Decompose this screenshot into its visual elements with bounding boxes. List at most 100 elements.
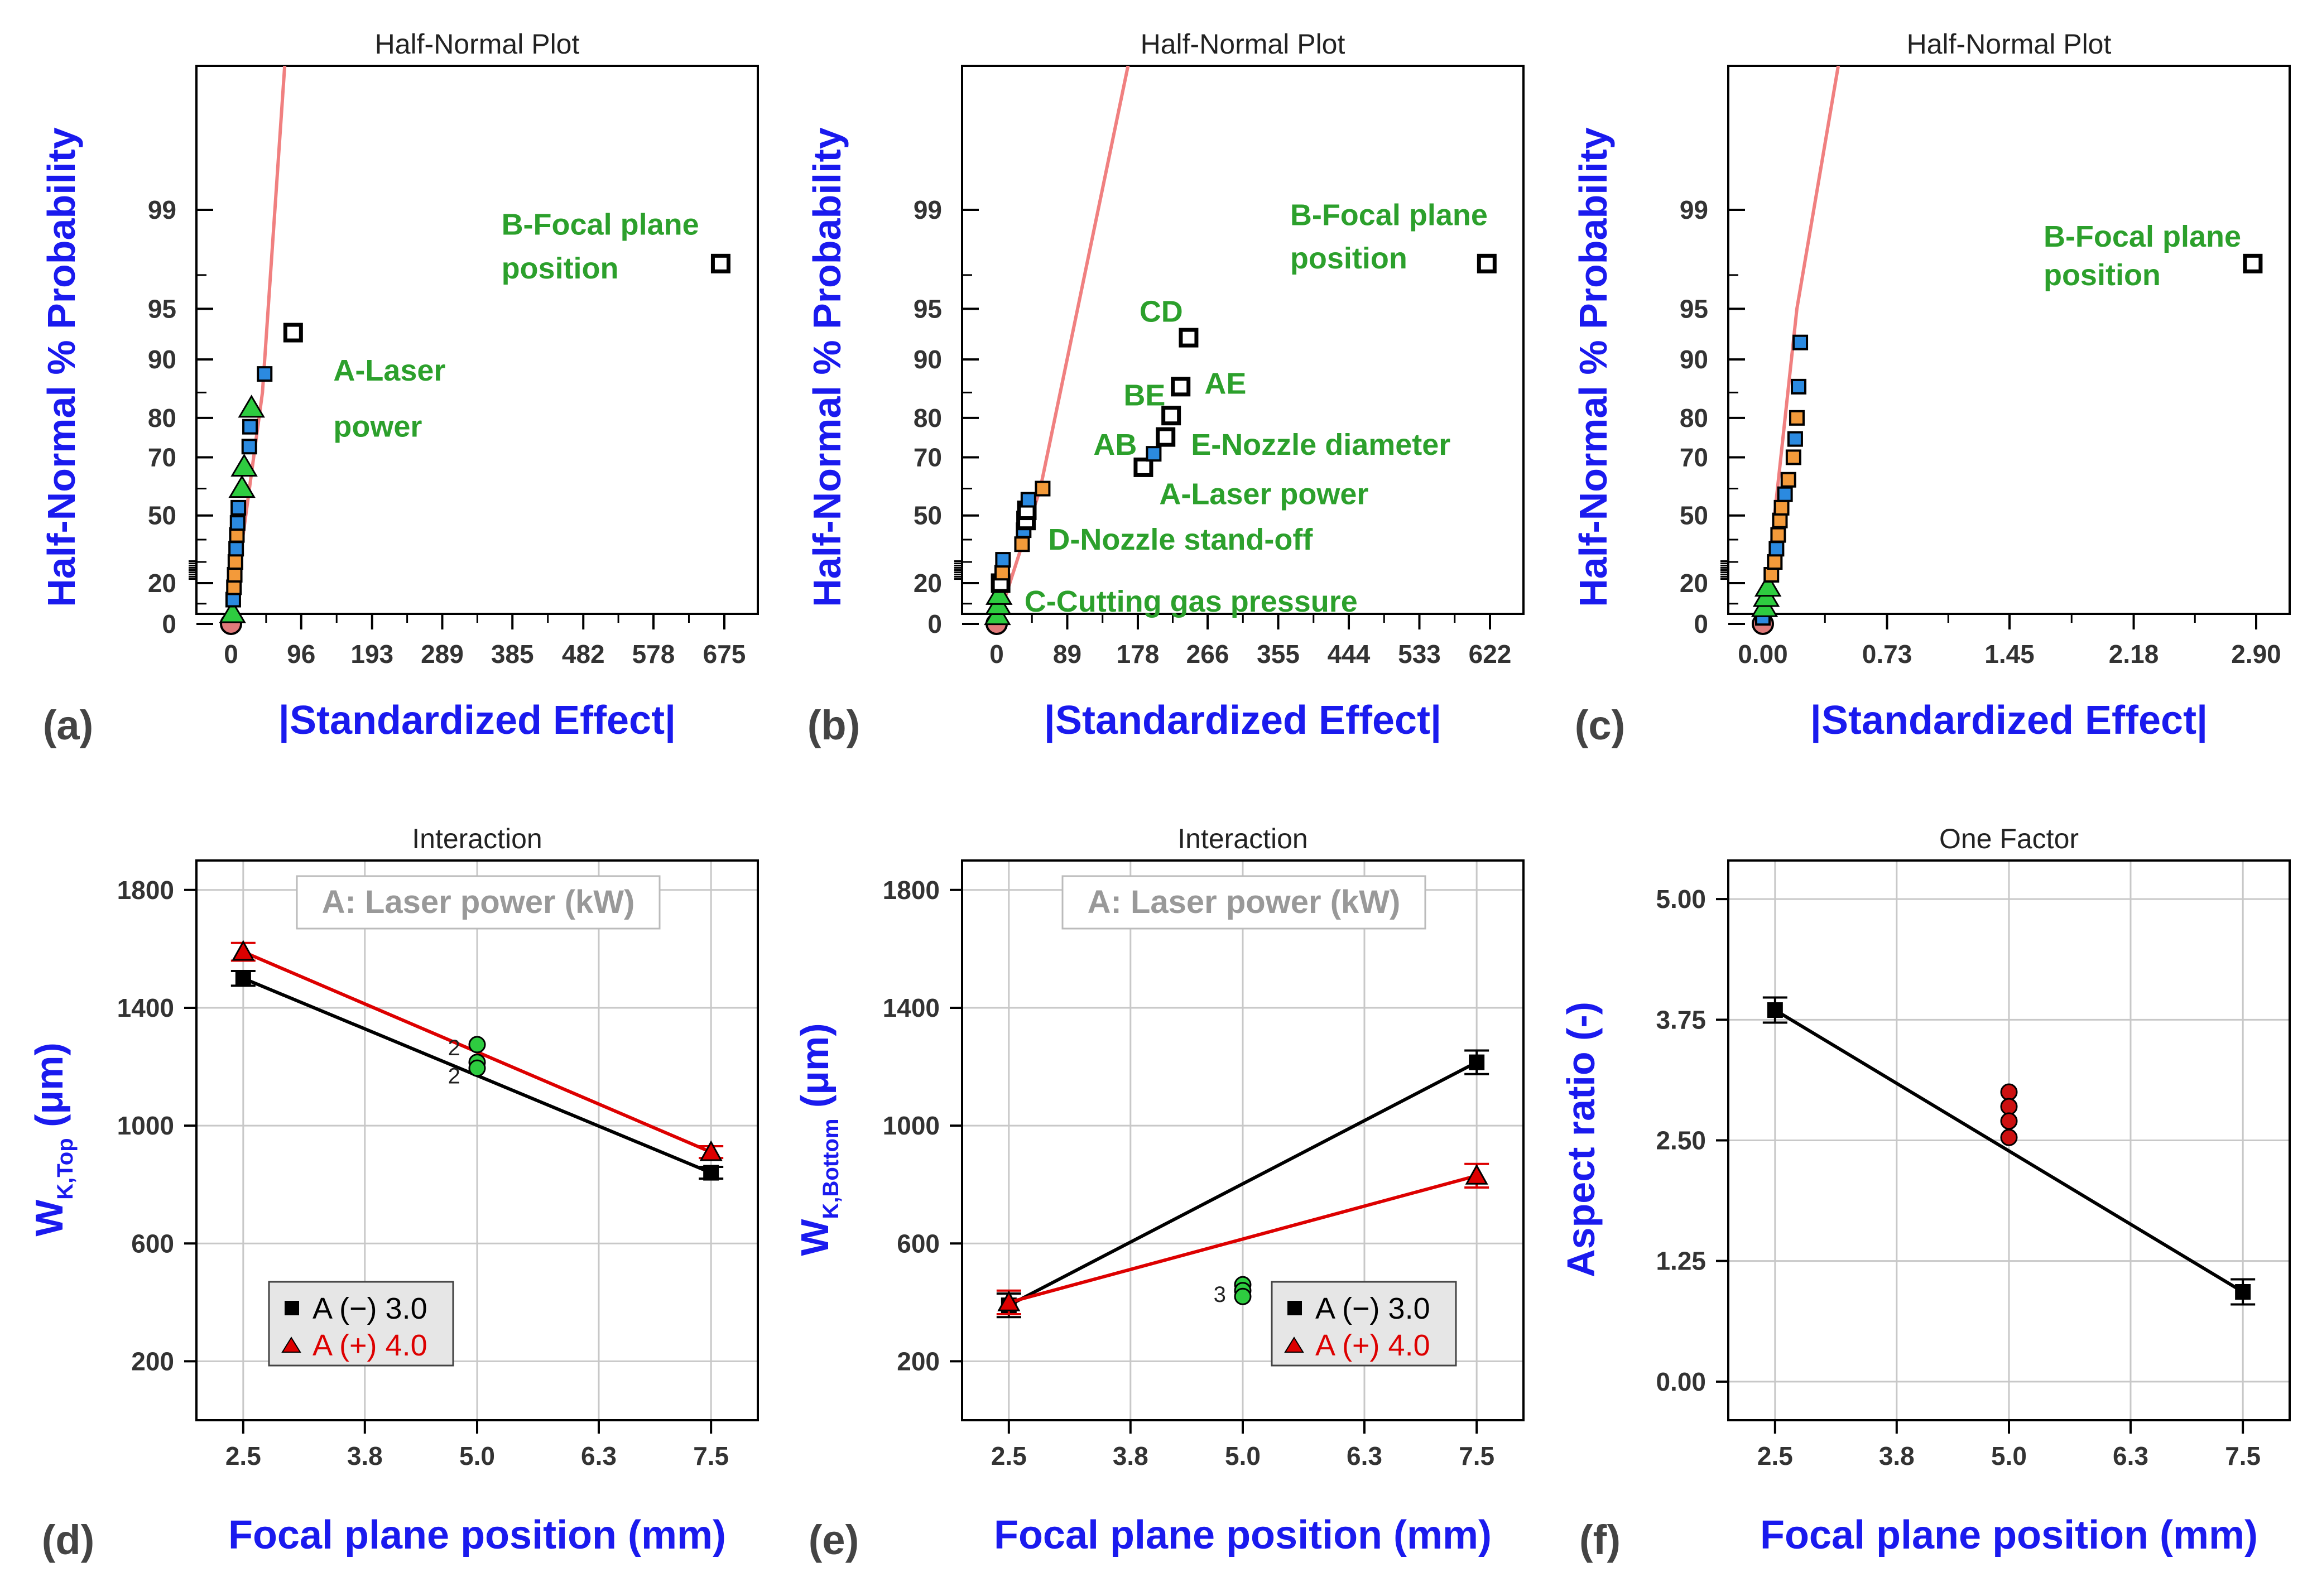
data-point: [703, 1165, 719, 1181]
panel-label: (f): [1579, 1517, 1621, 1563]
legend-marker: [281, 1337, 301, 1353]
y-tick-label: 5.00: [1656, 884, 1706, 914]
data-point: [1469, 1054, 1485, 1070]
series-line: [1008, 1174, 1477, 1304]
data-point: [2243, 253, 2263, 273]
legend-label: A (−) 3.0: [313, 1292, 427, 1325]
x-tick-label: 289: [421, 640, 464, 669]
effect-annotation: AB: [1093, 428, 1137, 462]
effect-annotation: A-Laser: [333, 354, 445, 387]
x-tick-label: 0: [224, 640, 238, 669]
y-tick-label: 50: [148, 501, 176, 530]
y-tick-label: 99: [914, 195, 942, 224]
data-point: [1754, 573, 1782, 597]
legend-label: A (+) 4.0: [1315, 1329, 1430, 1362]
data-point: [997, 1290, 1021, 1311]
data-point: [242, 419, 258, 435]
replicate-count: 3: [1214, 1282, 1226, 1307]
x-axis-label: |Standardized Effect|: [1044, 698, 1441, 743]
chart-title: Interaction: [412, 823, 542, 854]
data-point: [1763, 567, 1780, 583]
data-point: [230, 499, 247, 516]
y-axis-label: Half-Normal % Probability: [805, 127, 849, 607]
x-tick-label: 622: [1469, 640, 1512, 669]
effect-annotation: B-Focal plane: [2044, 220, 2241, 253]
center-point: [468, 1059, 486, 1077]
x-tick-label: 355: [1257, 640, 1300, 669]
effect-annotation: D-Nozzle stand-off: [1048, 523, 1313, 556]
y-tick-label: 3.75: [1656, 1005, 1706, 1034]
x-tick-label: 5.0: [1225, 1441, 1261, 1470]
center-point: [2000, 1083, 2018, 1101]
effect-annotation: position: [1290, 242, 1407, 275]
y-axis-label-unit: (μm): [27, 1042, 71, 1138]
y-tick-label: 99: [1680, 195, 1708, 224]
x-tick-label: 89: [1053, 640, 1081, 669]
x-tick-label: 2.5: [991, 1441, 1027, 1470]
y-tick-label: 20: [914, 569, 942, 598]
y-tick-label: 1800: [117, 876, 174, 905]
y-tick-label: 70: [148, 443, 176, 472]
data-point: [228, 475, 256, 498]
y-axis-label-main: W: [27, 1200, 71, 1237]
x-tick-label: 5.0: [1991, 1441, 2027, 1470]
x-axis-label: |Standardized Effect|: [278, 698, 676, 743]
plot-frame: [1727, 859, 2291, 1421]
data-point: [1773, 499, 1790, 516]
replicate-count: 2: [448, 1064, 460, 1088]
x-axis-label: Focal plane position (mm): [228, 1513, 726, 1557]
y-tick-label: 200: [131, 1347, 174, 1376]
data-point: [1785, 449, 1801, 465]
legend-title: A: Laser power (kW): [322, 884, 635, 920]
line-panel-4: 2.5 3.8 5.0 6.3 7.5 200 600 1000 1400 1800 Interac…: [27, 823, 759, 1563]
x-tick-label: 2.5: [225, 1441, 261, 1470]
y-tick-label: 80: [1680, 403, 1708, 432]
x-tick-label: 178: [1117, 640, 1160, 669]
y-axis-label-unit: (μm): [793, 1023, 837, 1118]
data-point: [1161, 406, 1181, 426]
data-point: [1777, 486, 1793, 502]
center-point: [468, 1036, 486, 1054]
effect-annotation: power: [333, 410, 422, 444]
y-tick-label: 80: [148, 403, 176, 432]
x-tick-label: 2.18: [2109, 640, 2159, 669]
legend-label: A (+) 4.0: [313, 1329, 427, 1362]
x-tick-label: 533: [1398, 640, 1441, 669]
data-point: [1767, 554, 1783, 570]
x-tick-label: 0.00: [1738, 640, 1788, 669]
panel-label: (c): [1575, 702, 1625, 748]
legend-marker: [1287, 1301, 1302, 1315]
plot-frame: [961, 859, 1525, 1421]
y-tick-label: 0: [927, 609, 942, 638]
x-tick-label: 578: [632, 640, 675, 669]
y-tick-label: 1400: [117, 993, 174, 1022]
y-tick-label: 0: [162, 609, 176, 638]
data-point: [1787, 431, 1803, 447]
y-tick-label: 70: [914, 443, 942, 472]
data-point: [1035, 480, 1051, 497]
data-point: [1146, 446, 1162, 462]
y-axis-label: WK,Top (μm): [27, 1042, 78, 1237]
legend-marker: [285, 1301, 299, 1315]
data-point: [1768, 541, 1785, 557]
y-tick-label: 1800: [883, 876, 940, 905]
series-line: [1774, 1008, 2244, 1294]
y-axis-label: Aspect ratio (-): [1559, 1002, 1603, 1277]
data-point: [1156, 427, 1176, 447]
y-tick-label: 50: [914, 501, 942, 530]
data-point: [1780, 472, 1796, 488]
x-axis-label: Focal plane position (mm): [1760, 1513, 2258, 1557]
panel-label: (e): [809, 1517, 859, 1563]
chart-title: One Factor: [1939, 823, 2079, 854]
data-point: [1465, 1164, 1488, 1185]
y-tick-label: 70: [1680, 443, 1708, 472]
effect-annotation: E-Nozzle diameter: [1191, 428, 1450, 462]
y-tick-label: 0.00: [1656, 1367, 1706, 1396]
y-tick-label: 1000: [117, 1111, 174, 1140]
data-point: [228, 541, 244, 557]
x-tick-label: 6.3: [2113, 1441, 2148, 1470]
y-tick-label: 200: [897, 1347, 940, 1376]
data-point: [1792, 334, 1809, 350]
x-tick-label: 482: [562, 640, 605, 669]
effect-annotation: B-Focal plane: [502, 208, 699, 242]
